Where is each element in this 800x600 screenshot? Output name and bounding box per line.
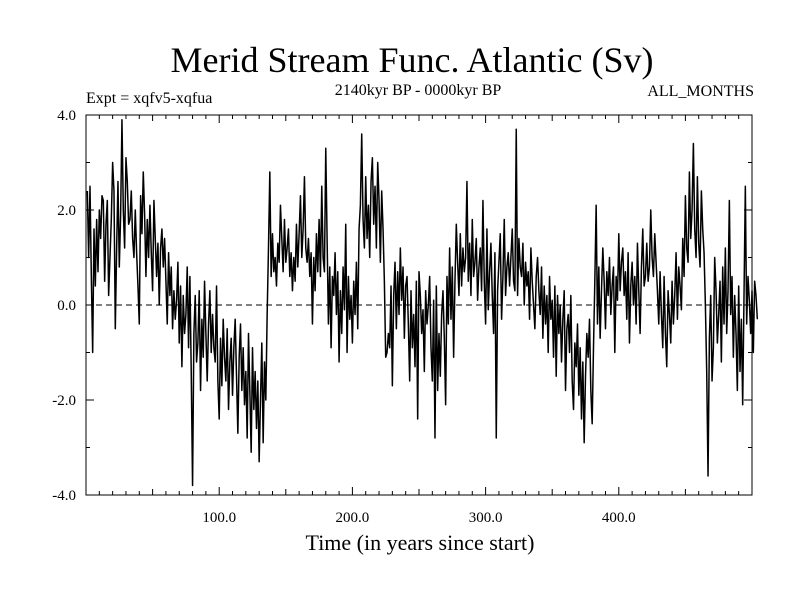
- chart-title: Merid Stream Func. Atlantic (Sv): [171, 40, 654, 80]
- series-line: [86, 119, 759, 487]
- y-tick-label: -2.0: [52, 393, 76, 409]
- y-tick-label: 4.0: [57, 108, 76, 124]
- y-axis: 4.0 2.0 0.0 -2.0 -4.0: [52, 108, 752, 504]
- x-tick-label: 100.0: [202, 510, 236, 526]
- y-tick-label: 2.0: [57, 203, 76, 219]
- experiment-label: Expt = xqfv5-xqfua: [86, 90, 212, 107]
- x-axis-label: Time (in years since start): [306, 530, 535, 555]
- x-axis: 100.0 200.0 300.0 400.0: [98, 115, 740, 526]
- x-tick-label: 200.0: [336, 510, 370, 526]
- x-tick-label: 400.0: [602, 510, 636, 526]
- y-tick-label: 0.0: [57, 298, 76, 314]
- y-tick-label: -4.0: [52, 488, 76, 504]
- plot-frame: [85, 114, 753, 496]
- months-label: ALL_MONTHS: [647, 83, 754, 100]
- time-range-label: 2140kyr BP - 0000kyr BP: [335, 82, 502, 99]
- x-tick-label: 300.0: [469, 510, 503, 526]
